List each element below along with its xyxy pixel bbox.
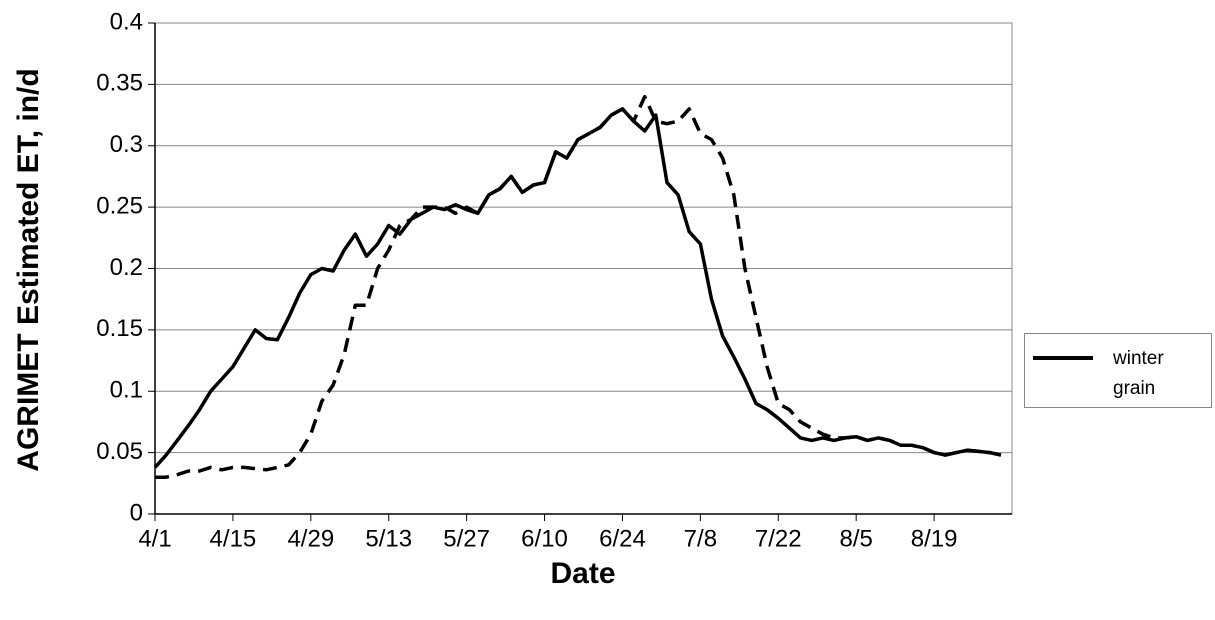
x-tick-label: 7/22 [755,525,802,552]
x-tick-label: 5/13 [365,525,412,552]
x-tick-label: 8/19 [911,525,958,552]
y-tick-label: 0.25 [96,192,143,219]
y-axis-title: AGRIMET Estimated ET, in/d [12,68,45,471]
y-tick-label: 0.1 [110,377,143,404]
x-tick-label: 4/29 [287,525,334,552]
x-tick-label: 7/8 [684,525,717,552]
y-tick-label: 0.2 [110,254,143,281]
x-axis-title: Date [550,557,615,590]
y-tick-label: 0.35 [96,70,143,97]
y-tick-label: 0.3 [110,131,143,158]
x-tick-label: 5/27 [443,525,490,552]
y-tick-label: 0.15 [96,315,143,342]
x-tick-label: 4/15 [210,525,257,552]
series-line [155,94,1002,479]
y-tick-label: 0 [130,499,143,526]
x-tick-label: 8/5 [839,525,872,552]
legend-swatch [1033,356,1093,360]
y-tick-label: 0.4 [110,8,143,35]
x-tick-label: 6/10 [521,525,568,552]
legend-label: winter grain [1113,348,1164,399]
legend: winter grain [1024,333,1212,408]
y-tick-label: 0.05 [96,438,143,465]
x-tick-label: 6/24 [599,525,646,552]
x-tick-label: 4/1 [138,525,171,552]
